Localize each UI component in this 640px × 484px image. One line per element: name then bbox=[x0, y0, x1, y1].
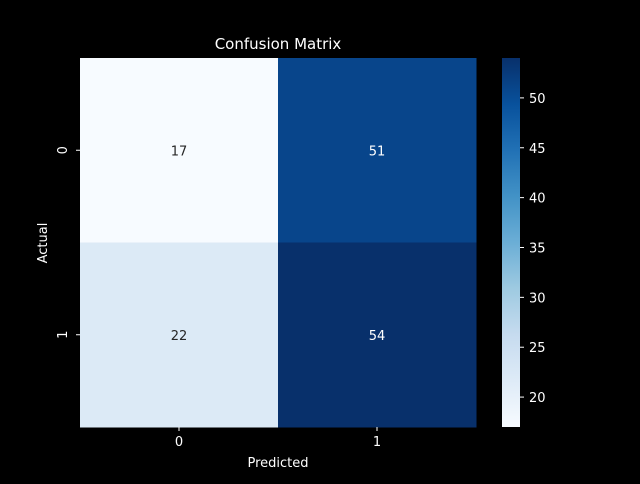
colorbar-tick-label: 35 bbox=[529, 241, 546, 256]
heatmap-cell bbox=[80, 58, 279, 243]
colorbar-tick-label: 30 bbox=[529, 291, 546, 306]
y-axis-label: Actual bbox=[36, 223, 51, 264]
heatmap-annotations: 17 51 22 54 bbox=[171, 144, 386, 344]
heatmap-cells bbox=[80, 58, 477, 428]
heatmap-cell bbox=[278, 242, 477, 428]
cell-annotation: 17 bbox=[171, 144, 188, 159]
colorbar-tick-label: 45 bbox=[529, 142, 546, 157]
heatmap-cell bbox=[278, 58, 477, 243]
chart-title: Confusion Matrix bbox=[215, 35, 342, 53]
colorbar-ticks: 20 25 30 35 40 45 50 bbox=[520, 92, 546, 406]
x-tick-label: 0 bbox=[175, 435, 183, 450]
colorbar-tick-label: 20 bbox=[529, 391, 546, 406]
colorbar-tick-label: 50 bbox=[529, 92, 546, 107]
heatmap-cell bbox=[80, 242, 279, 428]
cell-annotation: 22 bbox=[171, 329, 188, 344]
y-tick-label: 0 bbox=[56, 146, 71, 154]
colorbar-tick-label: 40 bbox=[529, 192, 546, 207]
colorbar bbox=[502, 58, 520, 427]
x-tick-label: 1 bbox=[373, 435, 381, 450]
y-axis: 01 bbox=[56, 146, 80, 339]
cell-annotation: 51 bbox=[369, 144, 386, 159]
y-tick-label: 1 bbox=[56, 331, 71, 339]
colorbar-tick-label: 25 bbox=[529, 341, 546, 356]
x-axis-label: Predicted bbox=[247, 456, 308, 471]
cell-annotation: 54 bbox=[369, 329, 386, 344]
